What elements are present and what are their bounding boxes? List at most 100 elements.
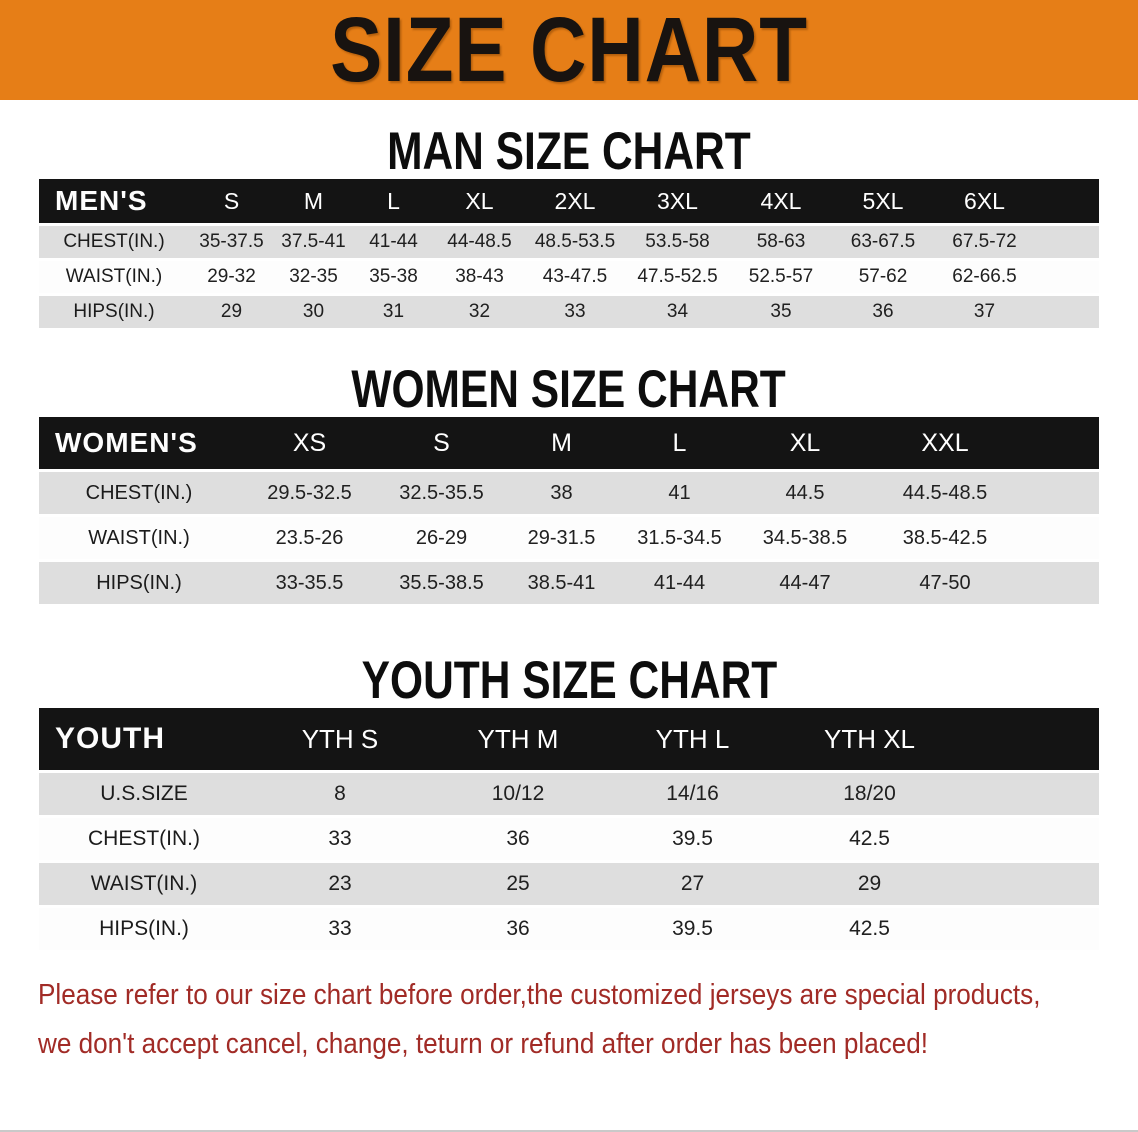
table-cell: 29.5-32.5 [239, 472, 380, 514]
table-cell: 38.5-41 [503, 562, 620, 604]
table-cell: 48.5-53.5 [525, 226, 625, 258]
table-cell: 63-67.5 [832, 226, 934, 258]
spacer-cell [999, 773, 1099, 815]
youth-size-col-header: YTH M [431, 708, 605, 770]
row-label: HIPS(IN.) [39, 908, 249, 950]
table-cell: 31 [353, 296, 434, 328]
youth-table-corner-label: YOUTH [39, 708, 249, 770]
table-cell: 35-37.5 [189, 226, 274, 258]
men-size-col-header: 5XL [832, 179, 934, 223]
youth-waist-row: WAIST(IN.) 23 25 27 29 [39, 863, 1099, 905]
row-label: WAIST(IN.) [39, 863, 249, 905]
table-cell: 35 [730, 296, 832, 328]
table-cell: 43-47.5 [525, 261, 625, 293]
spacer-cell [999, 708, 1099, 770]
women-size-col-header: XXL [871, 417, 1099, 469]
row-label: CHEST(IN.) [39, 226, 189, 258]
row-label: WAIST(IN.) [39, 517, 239, 559]
table-cell: 52.5-57 [730, 261, 832, 293]
youth-hips-row: HIPS(IN.) 33 36 39.5 42.5 [39, 908, 1099, 950]
row-label: U.S.SIZE [39, 773, 249, 815]
table-cell: 67.5-72 [934, 226, 1099, 258]
table-cell: 44-48.5 [434, 226, 525, 258]
men-chest-row: CHEST(IN.) 35-37.5 37.5-41 41-44 44-48.5… [39, 226, 1099, 258]
table-cell: 58-63 [730, 226, 832, 258]
table-cell: 32.5-35.5 [380, 472, 503, 514]
table-cell: 33 [525, 296, 625, 328]
table-cell: 37 [934, 296, 1099, 328]
table-cell: 8 [249, 773, 431, 815]
spacer-cell [999, 908, 1099, 950]
table-cell: 29-32 [189, 261, 274, 293]
table-cell: 29-31.5 [503, 517, 620, 559]
row-label: HIPS(IN.) [39, 562, 239, 604]
table-cell: 29 [189, 296, 274, 328]
youth-section-heading-text: YOUTH SIZE CHART [361, 650, 777, 710]
women-chest-row: CHEST(IN.) 29.5-32.5 32.5-35.5 38 41 44.… [39, 472, 1099, 514]
table-cell: 47-50 [871, 562, 1099, 604]
table-cell: 42.5 [780, 818, 999, 860]
table-cell: 38-43 [434, 261, 525, 293]
spacer-cell [999, 818, 1099, 860]
row-label: HIPS(IN.) [39, 296, 189, 328]
table-cell: 47.5-52.5 [625, 261, 730, 293]
row-label: CHEST(IN.) [39, 818, 249, 860]
youth-table-header-row: YOUTH YTH S YTH M YTH L YTH XL [39, 708, 1099, 770]
table-cell: 33 [249, 818, 431, 860]
table-cell: 39.5 [605, 818, 780, 860]
women-section-heading: WOMEN SIZE CHART [0, 359, 1138, 419]
women-size-col-header: XS [239, 417, 380, 469]
table-cell: 26-29 [380, 517, 503, 559]
women-hips-row: HIPS(IN.) 33-35.5 35.5-38.5 38.5-41 41-4… [39, 562, 1099, 604]
table-cell: 38 [503, 472, 620, 514]
men-size-col-header: S [189, 179, 274, 223]
disclaimer-line-1: Please refer to our size chart before or… [38, 979, 1041, 1011]
page-title: SIZE CHART [330, 0, 808, 101]
table-cell: 44.5 [739, 472, 871, 514]
youth-section-heading: YOUTH SIZE CHART [0, 650, 1138, 710]
women-size-col-header: L [620, 417, 739, 469]
banner: SIZE CHART [0, 0, 1138, 100]
women-table-header-row: WOMEN'S XS S M L XL XXL [39, 417, 1099, 469]
table-cell: 36 [431, 908, 605, 950]
table-cell: 32-35 [274, 261, 353, 293]
row-label: CHEST(IN.) [39, 472, 239, 514]
women-section-heading-text: WOMEN SIZE CHART [351, 359, 787, 419]
men-waist-row: WAIST(IN.) 29-32 32-35 35-38 38-43 43-47… [39, 261, 1099, 293]
table-cell: 23 [249, 863, 431, 905]
table-cell: 14/16 [605, 773, 780, 815]
men-table-header-row: MEN'S S M L XL 2XL 3XL 4XL 5XL 6XL [39, 179, 1099, 223]
table-cell: 33 [249, 908, 431, 950]
table-cell: 10/12 [431, 773, 605, 815]
table-cell: 38.5-42.5 [871, 517, 1099, 559]
table-cell: 41-44 [353, 226, 434, 258]
men-size-col-header: XL [434, 179, 525, 223]
youth-size-col-header: YTH XL [780, 708, 999, 770]
table-cell: 29 [780, 863, 999, 905]
table-cell: 34.5-38.5 [739, 517, 871, 559]
men-section-heading-text: MAN SIZE CHART [387, 121, 751, 181]
women-size-col-header: M [503, 417, 620, 469]
table-cell: 34 [625, 296, 730, 328]
table-cell: 33-35.5 [239, 562, 380, 604]
men-size-col-header: 3XL [625, 179, 730, 223]
table-cell: 36 [431, 818, 605, 860]
table-cell: 39.5 [605, 908, 780, 950]
table-cell: 31.5-34.5 [620, 517, 739, 559]
table-cell: 36 [832, 296, 934, 328]
men-size-col-header: 2XL [525, 179, 625, 223]
disclaimer-line-2: we don't accept cancel, change, teturn o… [38, 1028, 929, 1060]
youth-ussize-row: U.S.SIZE 8 10/12 14/16 18/20 [39, 773, 1099, 815]
disclaimer: Please refer to our size chart before or… [0, 973, 1138, 1071]
men-size-col-header: 6XL [934, 179, 1099, 223]
women-size-col-header: XL [739, 417, 871, 469]
youth-size-col-header: YTH S [249, 708, 431, 770]
table-cell: 57-62 [832, 261, 934, 293]
table-cell: 32 [434, 296, 525, 328]
table-cell: 18/20 [780, 773, 999, 815]
table-cell: 35-38 [353, 261, 434, 293]
youth-size-table: YOUTH YTH S YTH M YTH L YTH XL U.S.SIZE … [39, 705, 1099, 953]
table-cell: 35.5-38.5 [380, 562, 503, 604]
men-hips-row: HIPS(IN.) 29 30 31 32 33 34 35 36 37 [39, 296, 1099, 328]
spacer-cell [999, 863, 1099, 905]
